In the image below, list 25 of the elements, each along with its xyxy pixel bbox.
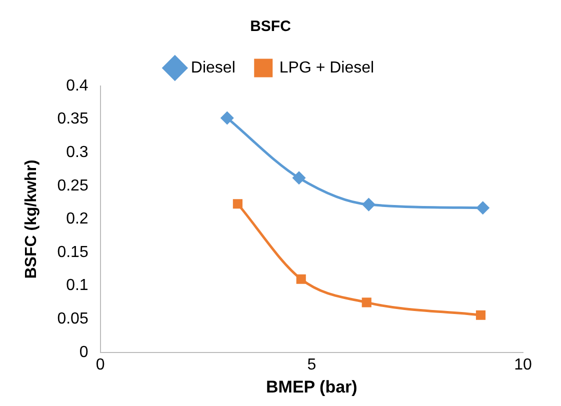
y-axis-title: BSFC (kg/kwhr) [23,160,40,279]
y-tick-label: 0.05 [57,310,88,328]
point [220,112,234,124]
y-tick-label: 0.3 [66,144,88,162]
legend-label: LPG + Diesel [279,59,374,76]
y-tick-label: 0.35 [57,110,88,128]
x-tick-label: 10 [514,356,532,374]
point [292,172,306,184]
point [476,202,490,214]
y-tick-label: 0.2 [66,210,88,228]
point [296,274,306,284]
chart-title: BSFC [250,18,292,36]
point [362,298,372,308]
x-tick-label: 0 [96,356,105,374]
y-tick-label: 0.15 [57,244,88,261]
point [232,199,242,209]
y-tick-label: 0 [79,344,88,361]
y-tick-label: 0.4 [66,77,88,94]
point [476,310,486,320]
y-tick-label: 0.1 [66,277,88,294]
legend-label: Diesel [190,59,236,76]
x-tick-label: 5 [307,356,316,374]
point [362,198,375,211]
x-axis-title: BMEP (bar) [266,377,358,396]
y-tick-label: 0.25 [57,177,88,194]
